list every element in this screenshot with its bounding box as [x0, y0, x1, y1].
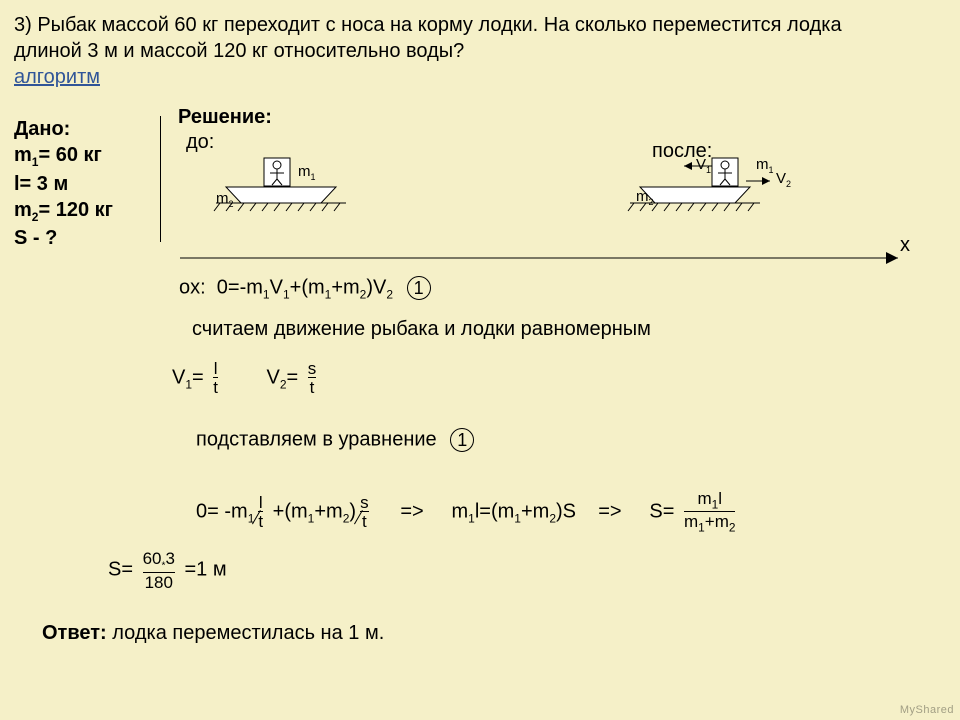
m1-label-after: m1 — [756, 156, 774, 175]
equation-final: 0= -m1lt +(m1+m2)st => m1l=(m1+m2)S => S… — [196, 490, 739, 535]
given-block: Дано: m1= 60 кг l= 3 м m2= 120 кг S - ? — [14, 116, 113, 251]
x-axis — [180, 248, 910, 268]
problem-statement: 3) Рыбак массой 60 кг переходит с носа н… — [14, 12, 844, 90]
algorithm-link[interactable]: алгоритм — [14, 66, 100, 88]
m2-label-after: m2 — [636, 188, 654, 207]
marker-1: 1 — [407, 276, 431, 300]
equation-velocities: V1= lt V2= st — [172, 360, 320, 396]
watermark: MyShared — [900, 704, 954, 716]
problem-text: 3) Рыбак массой 60 кг переходит с носа н… — [14, 14, 842, 62]
x-axis-label: x — [900, 234, 910, 257]
given-title: Дано: — [14, 118, 70, 140]
equation-calc: S= 60*3 180 =1 м — [108, 550, 227, 591]
equation-ox: ox: 0=-m1V1+(m1+m2)V2 1 — [179, 276, 431, 301]
before-label: до: — [186, 131, 214, 154]
text-substitute: подставляем в уравнение 1 — [196, 428, 474, 452]
solution-label: Решение: — [178, 106, 272, 129]
v2-label: V2 — [776, 170, 791, 189]
marker-1b: 1 — [450, 428, 474, 452]
text-uniform: считаем движение рыбака и лодки равномер… — [192, 318, 651, 341]
m1-label-before: m1 — [298, 163, 316, 182]
v1-label: V1 — [696, 156, 711, 175]
separator-line — [160, 116, 161, 242]
m2-label-before: m2 — [216, 190, 234, 209]
answer-line: Ответ: лодка переместилась на 1 м. — [42, 622, 384, 645]
